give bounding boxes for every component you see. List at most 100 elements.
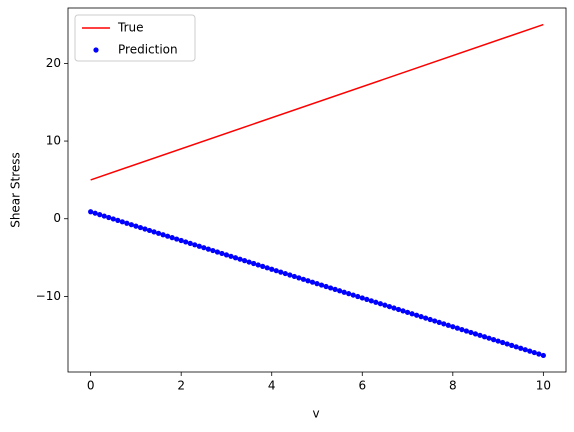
point <box>314 281 320 287</box>
x-tick-label: 8 <box>449 379 457 393</box>
legend-label: Prediction <box>118 43 178 57</box>
point <box>423 315 429 321</box>
point <box>364 296 370 303</box>
point <box>128 222 134 228</box>
legend-box <box>74 14 196 62</box>
point <box>432 318 438 324</box>
point <box>355 293 361 300</box>
point <box>178 237 184 244</box>
y-axis-label: Shear Stress <box>9 152 23 228</box>
y-tick-label: 10 <box>46 134 61 148</box>
point <box>463 328 469 334</box>
point <box>386 303 393 310</box>
point <box>88 209 94 215</box>
point <box>305 278 311 284</box>
point <box>472 331 479 337</box>
point <box>500 339 506 346</box>
y-tick-label: −10 <box>36 289 61 303</box>
point <box>404 309 411 315</box>
point <box>92 210 98 216</box>
legend-swatch <box>93 47 99 53</box>
point <box>327 285 334 291</box>
line <box>90 23 544 181</box>
point <box>187 240 193 246</box>
point <box>160 232 166 238</box>
point <box>287 272 293 278</box>
point <box>255 262 261 268</box>
point <box>219 250 225 257</box>
point <box>269 266 275 272</box>
point <box>106 214 112 221</box>
plot-frame <box>67 7 567 373</box>
point <box>241 258 248 264</box>
point <box>246 259 252 265</box>
point <box>165 233 171 239</box>
point <box>536 351 542 357</box>
point <box>522 347 528 353</box>
x-tick-label: 4 <box>268 379 276 393</box>
point <box>513 344 519 350</box>
point <box>237 256 243 262</box>
point <box>441 321 447 327</box>
point <box>309 279 316 285</box>
point <box>531 349 537 356</box>
point <box>490 337 497 343</box>
point <box>223 252 230 258</box>
point <box>146 227 153 234</box>
point <box>436 319 442 326</box>
point <box>504 341 510 347</box>
point <box>282 270 288 277</box>
point <box>110 216 116 222</box>
point <box>133 223 139 229</box>
point <box>183 239 189 245</box>
point <box>210 247 216 254</box>
point <box>418 314 424 320</box>
point <box>214 249 220 255</box>
point <box>300 276 307 282</box>
point <box>228 253 234 259</box>
point <box>151 229 157 235</box>
point <box>486 335 492 341</box>
point <box>337 288 343 294</box>
point <box>495 338 501 344</box>
point <box>142 226 148 232</box>
point <box>400 308 406 314</box>
point <box>481 334 488 340</box>
point <box>409 311 415 317</box>
point <box>205 246 211 252</box>
point <box>477 332 483 338</box>
point <box>373 299 379 305</box>
point <box>196 243 202 249</box>
point <box>115 217 121 223</box>
point <box>468 329 474 336</box>
point <box>350 292 356 298</box>
point <box>391 305 397 311</box>
y-tick-label: 0 <box>53 211 61 225</box>
point <box>518 345 524 351</box>
point <box>273 268 279 274</box>
legend: True Prediction <box>74 14 196 62</box>
x-tick-label: 6 <box>358 379 366 393</box>
point <box>323 283 329 290</box>
point <box>454 325 460 331</box>
point <box>119 219 125 225</box>
y-tick-label: 20 <box>46 56 61 70</box>
point <box>251 260 257 267</box>
point <box>445 322 451 328</box>
point <box>382 302 388 308</box>
x-axis-label: v <box>312 407 319 421</box>
point <box>291 273 297 280</box>
point <box>427 316 433 323</box>
point <box>201 245 207 251</box>
point <box>377 301 383 307</box>
point <box>318 282 325 288</box>
legend-label: True <box>117 21 144 35</box>
point <box>414 312 420 318</box>
point <box>192 242 198 248</box>
point <box>341 289 347 295</box>
x-tick-label: 2 <box>177 379 185 393</box>
point <box>260 263 266 269</box>
point <box>540 352 546 359</box>
point <box>459 326 465 333</box>
